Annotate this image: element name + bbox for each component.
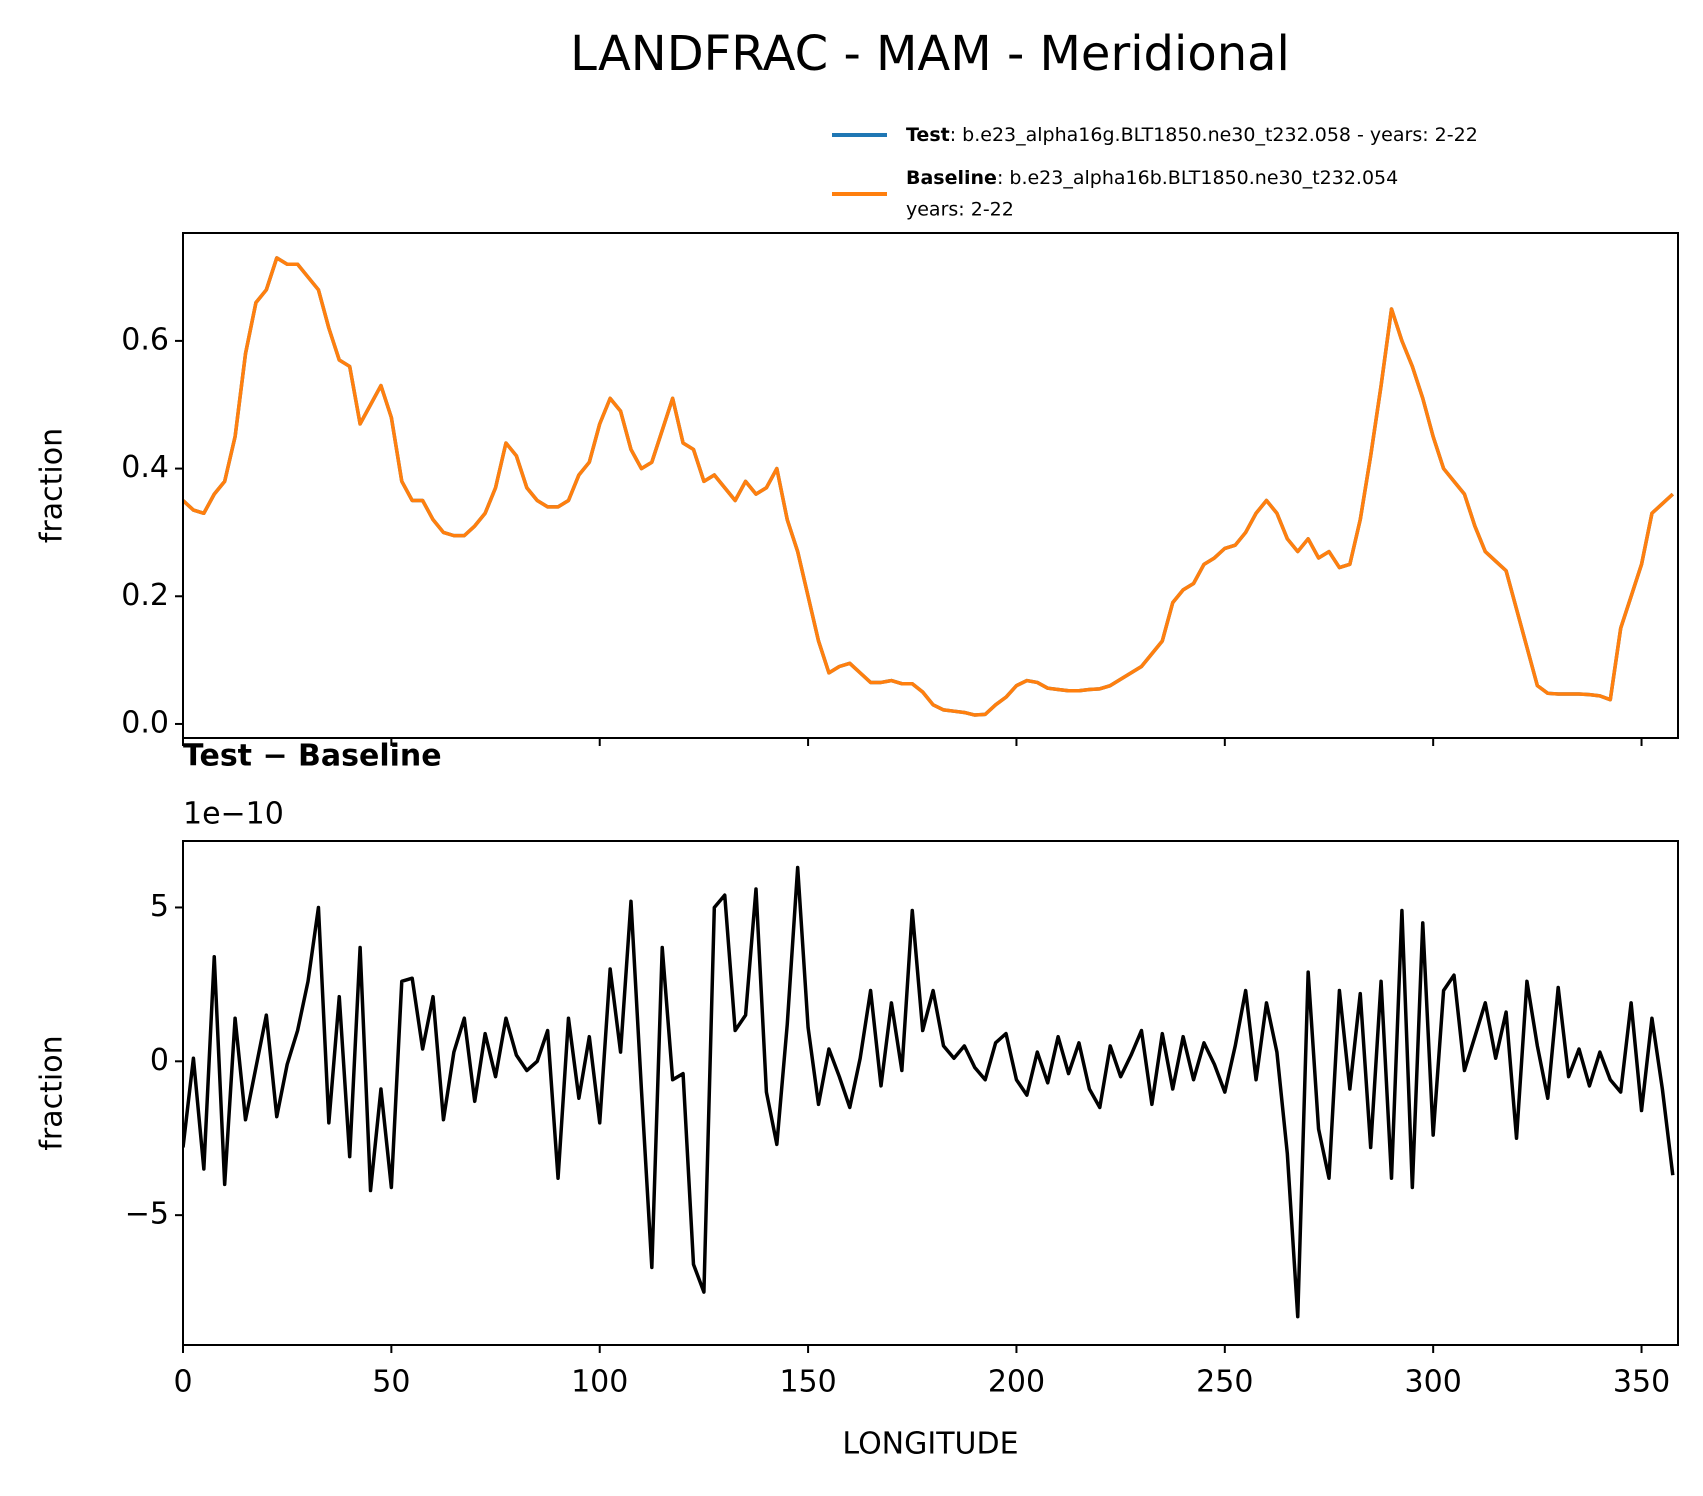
legend-label: Baseline: b.e23_alpha16b.BLT1850.ne30_t2… [906, 167, 1398, 189]
legend-description: : b.e23_alpha16b.BLT1850.ne30_t232.054 [997, 167, 1398, 189]
offset-label: 1e−10 [183, 797, 284, 832]
x-tick-label: 50 [372, 1365, 410, 1400]
axes-frame [182, 232, 1679, 739]
y-tick-label: 0.6 [121, 322, 169, 357]
legend-name: Baseline [906, 167, 997, 189]
y-axis-label: fraction [35, 1035, 70, 1150]
panel-title: Test − Baseline [183, 739, 442, 774]
legend-description: years: 2-22 [906, 199, 1014, 221]
legend-description: : b.e23_alpha16g.BLT1850.ne30_t232.058 -… [950, 124, 1478, 146]
axes-frame [182, 840, 1679, 1346]
y-tick-label: 0.0 [121, 705, 169, 740]
data-line [183, 256, 1674, 717]
x-tick-label: 150 [779, 1365, 836, 1400]
x-axis-label: LONGITUDE [842, 1427, 1018, 1462]
y-tick-label: 5 [150, 889, 169, 924]
figure-title: LANDFRAC - MAM - Meridional [570, 26, 1290, 82]
legend-name: Test [906, 124, 950, 146]
data-line [183, 865, 1675, 1319]
x-tick-label: 350 [1613, 1365, 1670, 1400]
x-tick-label: 250 [1196, 1365, 1253, 1400]
x-tick-label: 100 [571, 1365, 628, 1400]
x-tick-label: 300 [1405, 1365, 1462, 1400]
y-tick-label: −5 [125, 1197, 169, 1232]
legend-label: Test: b.e23_alpha16g.BLT1850.ne30_t232.0… [906, 124, 1478, 146]
y-tick-label: 0 [150, 1043, 169, 1078]
y-tick-label: 0.4 [121, 450, 169, 485]
x-tick-label: 0 [173, 1365, 192, 1400]
y-tick-label: 0.2 [121, 578, 169, 613]
y-axis-label: fraction [35, 428, 70, 543]
x-tick-label: 200 [988, 1365, 1045, 1400]
